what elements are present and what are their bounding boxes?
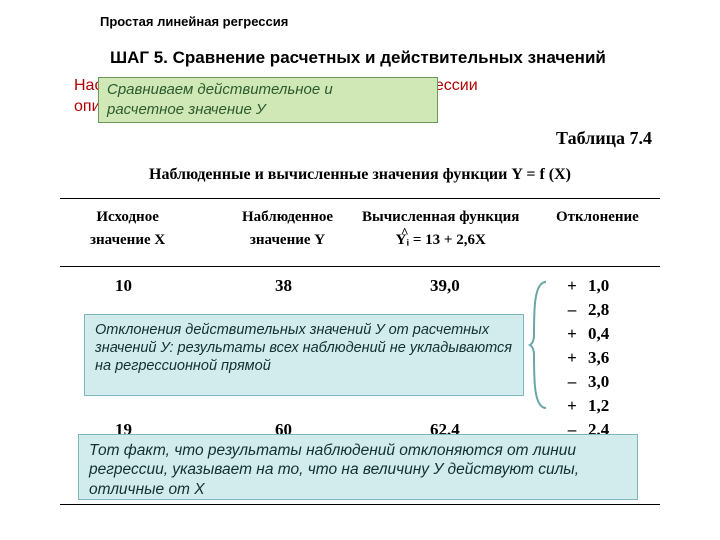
col-header-x: Исходное значение X <box>90 206 165 251</box>
table-rule-mid <box>60 266 660 267</box>
fact-note: Тот факт, что результаты наблюдений откл… <box>78 434 638 500</box>
table-row: 103839,0+1,0 <box>0 276 720 300</box>
table-rule-bottom <box>60 504 660 505</box>
compare-note: Сравниваем действительное и расчетное зн… <box>98 77 438 123</box>
col-header-yhat: Вычисленная функция ^ Yᵢ = 13 + 2,6X <box>362 206 519 251</box>
section-title: Простая линейная регрессия <box>100 14 288 29</box>
table-rule-top <box>60 198 660 199</box>
deviation-note: Отклонения действительных значений У от … <box>84 314 524 396</box>
brace-icon <box>528 280 550 410</box>
col-header-y: Наблюденное значение Y <box>242 206 333 251</box>
table-row: +1,2 <box>0 396 720 420</box>
compare-line-1: Сравниваем действительное и <box>107 81 333 98</box>
col-header-dev: Отклонение <box>556 206 639 229</box>
table-number: Таблица 7.4 <box>556 128 652 149</box>
compare-line-2: расчетное значение У <box>107 101 266 118</box>
table-caption: Наблюденные и вычисленные значения функц… <box>0 166 720 184</box>
step-title: ШАГ 5. Сравнение расчетных и действитель… <box>110 48 606 68</box>
hat-icon: ^ <box>401 223 409 244</box>
